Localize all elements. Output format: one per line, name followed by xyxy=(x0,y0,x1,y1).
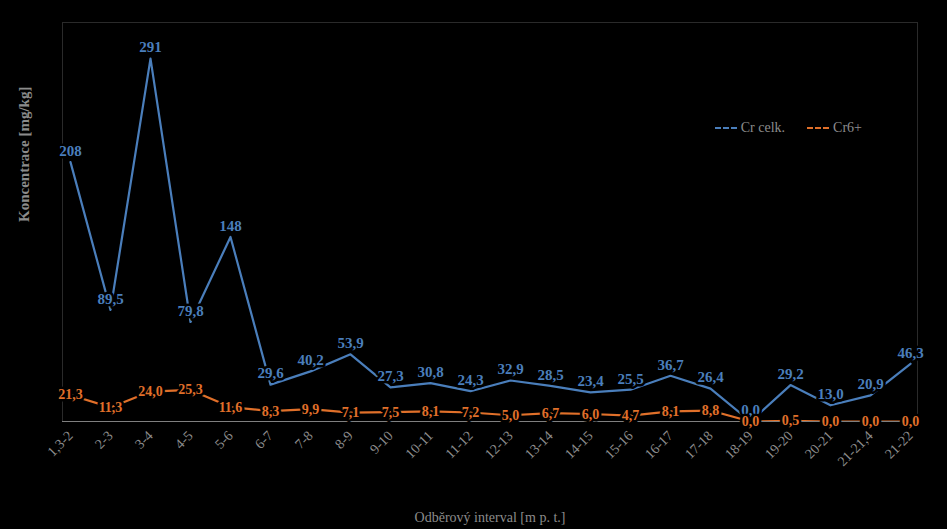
svg-text:24,0: 24,0 xyxy=(138,384,163,399)
svg-text:1,3-2: 1,3-2 xyxy=(45,428,76,459)
svg-text:Odběrový interval [m p. t.]: Odběrový interval [m p. t.] xyxy=(415,510,566,525)
svg-text:9,9: 9,9 xyxy=(302,402,320,417)
svg-text:29,6: 29,6 xyxy=(257,365,284,381)
svg-text:26,4: 26,4 xyxy=(697,369,724,385)
svg-text:15-16: 15-16 xyxy=(602,428,636,462)
svg-text:7-8: 7-8 xyxy=(292,428,316,452)
svg-text:6,0: 6,0 xyxy=(582,406,600,421)
svg-text:89,5: 89,5 xyxy=(97,291,123,307)
svg-text:148: 148 xyxy=(219,218,242,234)
svg-text:0,0: 0,0 xyxy=(822,414,840,429)
svg-text:8,1: 8,1 xyxy=(662,404,680,419)
svg-text:3-4: 3-4 xyxy=(132,428,156,452)
svg-text:Koncentrace [mg/kg]: Koncentrace [mg/kg] xyxy=(16,87,32,222)
svg-text:28,5: 28,5 xyxy=(537,367,563,383)
svg-text:36,7: 36,7 xyxy=(657,357,684,373)
svg-text:40,2: 40,2 xyxy=(297,352,323,368)
svg-text:11,6: 11,6 xyxy=(219,400,243,415)
svg-text:32,9: 32,9 xyxy=(497,361,523,377)
svg-text:2-3: 2-3 xyxy=(92,428,116,452)
svg-text:8,3: 8,3 xyxy=(262,404,280,419)
svg-text:21-22: 21-22 xyxy=(882,428,916,462)
svg-text:13-14: 13-14 xyxy=(522,428,556,462)
svg-text:0,0: 0,0 xyxy=(862,414,880,429)
svg-text:30,8: 30,8 xyxy=(417,364,443,380)
svg-text:16-17: 16-17 xyxy=(642,428,676,462)
html-text:Cr6+: Cr6+ xyxy=(833,120,862,135)
svg-text:24,3: 24,3 xyxy=(457,372,483,388)
svg-text:8-9: 8-9 xyxy=(332,428,356,452)
svg-text:9-10: 9-10 xyxy=(367,428,396,457)
svg-text:208: 208 xyxy=(59,143,82,159)
svg-text:13,0: 13,0 xyxy=(817,386,843,402)
svg-text:14-15: 14-15 xyxy=(562,428,596,462)
svg-text:12-13: 12-13 xyxy=(482,428,516,462)
svg-text:0,5: 0,5 xyxy=(782,413,800,428)
svg-text:25,5: 25,5 xyxy=(617,371,643,387)
svg-text:5-6: 5-6 xyxy=(212,428,236,452)
svg-text:6-7: 6-7 xyxy=(252,428,276,452)
svg-text:46,3: 46,3 xyxy=(897,345,923,361)
svg-text:27,3: 27,3 xyxy=(377,368,403,384)
svg-text:291: 291 xyxy=(139,39,162,55)
svg-text:0,0: 0,0 xyxy=(902,414,920,429)
svg-text:79,8: 79,8 xyxy=(177,303,203,319)
svg-text:11,3: 11,3 xyxy=(99,400,123,415)
svg-text:29,2: 29,2 xyxy=(777,366,803,382)
svg-text:17-18: 17-18 xyxy=(682,428,716,462)
svg-text:8,1: 8,1 xyxy=(422,404,440,419)
svg-text:7,1: 7,1 xyxy=(342,405,360,420)
svg-text:18-19: 18-19 xyxy=(722,428,756,462)
svg-text:19-20: 19-20 xyxy=(762,428,796,462)
svg-text:21-21,4: 21-21,4 xyxy=(835,428,876,469)
svg-text:5,0: 5,0 xyxy=(502,408,520,423)
svg-text:11-12: 11-12 xyxy=(442,428,475,461)
svg-text:7,5: 7,5 xyxy=(382,405,400,420)
svg-text:4-5: 4-5 xyxy=(172,428,196,452)
svg-text:20-21: 20-21 xyxy=(802,428,836,462)
svg-text:8,8: 8,8 xyxy=(702,403,720,418)
svg-text:0,0: 0,0 xyxy=(742,414,760,429)
svg-text:0,0: 0,0 xyxy=(741,402,760,419)
svg-text:4,7: 4,7 xyxy=(622,408,640,423)
svg-text:7,2: 7,2 xyxy=(462,405,480,420)
svg-text:10-11: 10-11 xyxy=(402,428,435,461)
svg-text:20,9: 20,9 xyxy=(857,376,883,392)
svg-text:25,3: 25,3 xyxy=(178,382,203,397)
svg-text:21,3: 21,3 xyxy=(58,387,83,402)
svg-text:23,4: 23,4 xyxy=(577,373,604,389)
svg-text:6,7: 6,7 xyxy=(542,406,560,421)
svg-text:53,9: 53,9 xyxy=(337,335,363,351)
html-text:Cr celk.: Cr celk. xyxy=(740,120,786,135)
